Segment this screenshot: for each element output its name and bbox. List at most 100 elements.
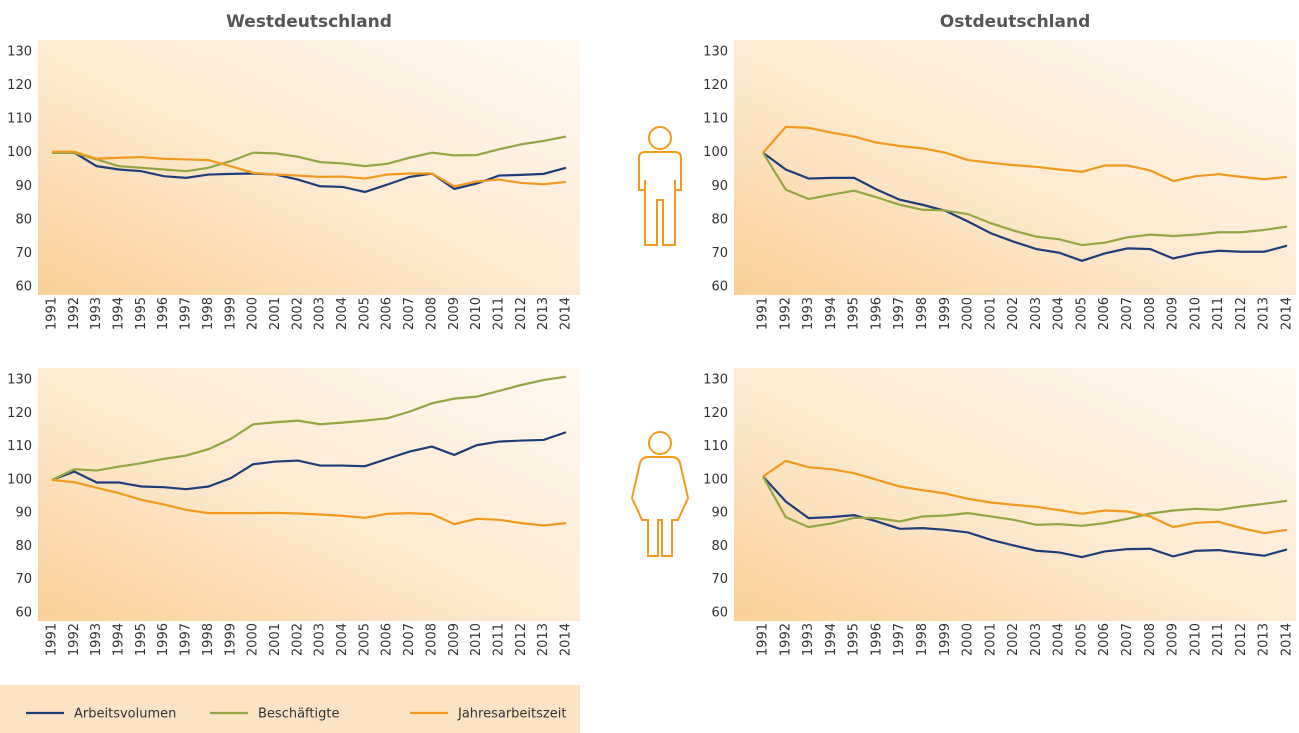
x-tick-label: 1998 bbox=[915, 623, 930, 656]
x-tick-label: 1996 bbox=[869, 297, 884, 330]
series-line bbox=[762, 125, 1288, 183]
x-tick-label: 2010 bbox=[1188, 623, 1203, 656]
x-tick-label: 1993 bbox=[89, 297, 104, 330]
x-tick-label: 2005 bbox=[1074, 623, 1089, 656]
x-tick-label: 2008 bbox=[1143, 297, 1158, 330]
x-tick-label: 2006 bbox=[1097, 623, 1112, 656]
x-tick-label: 1992 bbox=[778, 623, 793, 656]
y-tick-label: 100 bbox=[703, 145, 728, 160]
x-tick-label: 1995 bbox=[847, 297, 862, 330]
y-tick-label: 130 bbox=[703, 45, 728, 60]
x-tick-label: 2012 bbox=[1234, 623, 1249, 656]
x-tick-label: 2012 bbox=[514, 623, 529, 656]
x-tick-label: 2004 bbox=[335, 297, 350, 330]
series-line bbox=[762, 152, 1288, 247]
x-tick-label: 2013 bbox=[1257, 297, 1272, 330]
x-tick-label: 2005 bbox=[357, 623, 372, 656]
x-tick-label: 1996 bbox=[156, 297, 171, 330]
y-tick-label: 120 bbox=[7, 406, 32, 421]
x-tick-label: 1991 bbox=[756, 297, 771, 330]
series-line bbox=[762, 459, 1288, 535]
x-tick-label: 2012 bbox=[1234, 297, 1249, 330]
x-tick-label: 2014 bbox=[559, 623, 574, 656]
x-tick-label: 2006 bbox=[1097, 297, 1112, 330]
x-tick-label: 2007 bbox=[1120, 297, 1135, 330]
x-tick-label: 2008 bbox=[424, 623, 439, 656]
x-tick-label: 1994 bbox=[112, 623, 127, 656]
y-tick-label: 60 bbox=[15, 606, 32, 621]
legend-label: Beschäftigte bbox=[258, 707, 339, 722]
y-tick-label: 130 bbox=[703, 373, 728, 388]
x-tick-label: 1997 bbox=[179, 297, 194, 330]
x-tick-label: 2007 bbox=[1120, 623, 1135, 656]
x-tick-label: 1991 bbox=[756, 623, 771, 656]
x-tick-label: 2001 bbox=[268, 623, 283, 656]
y-tick-label: 130 bbox=[7, 373, 32, 388]
x-tick-label: 1998 bbox=[201, 623, 216, 656]
x-tick-label: 2004 bbox=[1052, 297, 1067, 330]
x-tick-label: 2000 bbox=[961, 623, 976, 656]
x-tick-label: 2011 bbox=[1211, 297, 1226, 330]
x-tick-label: 2013 bbox=[536, 297, 551, 330]
series-line bbox=[52, 150, 567, 188]
male-icon bbox=[638, 126, 682, 246]
x-tick-label: 2002 bbox=[1006, 297, 1021, 330]
x-tick-label: 2011 bbox=[1211, 623, 1226, 656]
x-tick-label: 2009 bbox=[447, 623, 462, 656]
y-tick-label: 110 bbox=[7, 439, 32, 454]
x-tick-label: 2014 bbox=[1280, 297, 1295, 330]
x-tick-label: 1999 bbox=[938, 297, 953, 330]
x-tick-label: 1993 bbox=[801, 623, 816, 656]
x-tick-label: 2003 bbox=[1029, 623, 1044, 656]
x-tick-label: 2003 bbox=[1029, 297, 1044, 330]
x-tick-label: 2002 bbox=[290, 297, 305, 330]
x-tick-label: 1995 bbox=[134, 297, 149, 330]
y-tick-label: 120 bbox=[703, 406, 728, 421]
y-tick-label: 60 bbox=[15, 280, 32, 295]
female-icon bbox=[630, 431, 690, 557]
y-tick-label: 70 bbox=[711, 572, 728, 587]
y-tick-label: 90 bbox=[15, 506, 32, 521]
x-tick-label: 1999 bbox=[223, 297, 238, 330]
y-tick-label: 70 bbox=[711, 246, 728, 261]
series-line bbox=[762, 475, 1288, 559]
x-tick-label: 2006 bbox=[380, 297, 395, 330]
y-tick-label: 120 bbox=[7, 78, 32, 93]
series-line bbox=[762, 475, 1288, 529]
x-tick-label: 1992 bbox=[67, 297, 82, 330]
plot-background bbox=[734, 40, 1296, 295]
y-tick-label: 80 bbox=[15, 539, 32, 554]
x-tick-label: 1991 bbox=[45, 623, 60, 656]
x-tick-label: 2000 bbox=[246, 297, 261, 330]
legend-label: Jahresarbeitszeit bbox=[457, 707, 566, 722]
x-tick-label: 2009 bbox=[447, 297, 462, 330]
x-tick-label: 2003 bbox=[313, 297, 328, 330]
y-tick-label: 100 bbox=[7, 472, 32, 487]
y-tick-label: 130 bbox=[7, 45, 32, 60]
x-tick-label: 1997 bbox=[892, 623, 907, 656]
x-tick-label: 2002 bbox=[1006, 623, 1021, 656]
series-line bbox=[762, 151, 1288, 262]
x-tick-label: 1992 bbox=[778, 297, 793, 330]
x-tick-label: 2000 bbox=[246, 623, 261, 656]
series-line bbox=[51, 375, 567, 481]
x-tick-label: 1994 bbox=[824, 623, 839, 656]
y-tick-label: 70 bbox=[15, 246, 32, 261]
series-line bbox=[51, 431, 567, 491]
x-tick-label: 2010 bbox=[1188, 297, 1203, 330]
x-tick-label: 2002 bbox=[290, 623, 305, 656]
x-tick-label: 1994 bbox=[824, 297, 839, 330]
y-tick-label: 110 bbox=[703, 112, 728, 127]
y-tick-label: 100 bbox=[703, 472, 728, 487]
y-tick-label: 110 bbox=[703, 439, 728, 454]
x-tick-label: 2010 bbox=[469, 297, 484, 330]
x-tick-label: 1999 bbox=[938, 623, 953, 656]
y-tick-label: 80 bbox=[15, 212, 32, 227]
y-tick-label: 110 bbox=[7, 112, 32, 127]
x-tick-label: 2004 bbox=[335, 623, 350, 656]
x-tick-label: 1991 bbox=[45, 297, 60, 330]
x-tick-label: 1997 bbox=[892, 297, 907, 330]
plot-background bbox=[734, 368, 1296, 621]
y-tick-label: 90 bbox=[15, 179, 32, 194]
